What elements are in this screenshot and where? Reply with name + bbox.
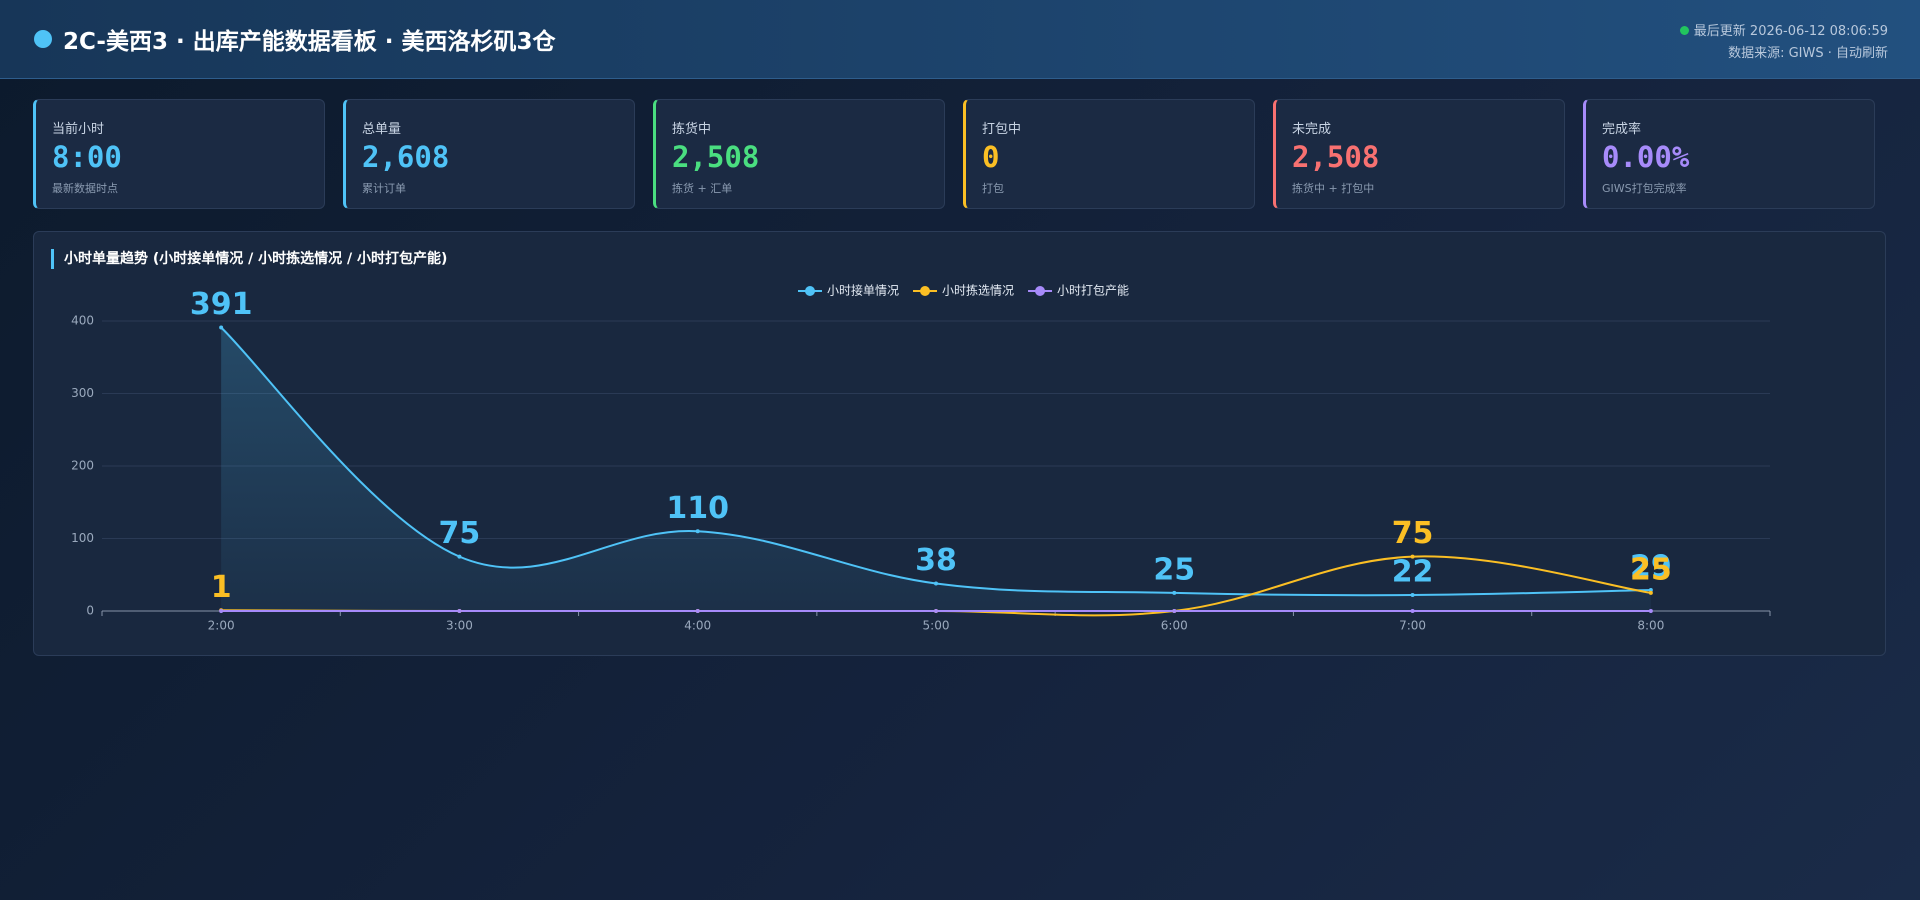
header: 2C-美西3 · 出库产能数据看板 · 美西洛杉矶3仓 最后更新 2026-06… — [0, 0, 1920, 79]
point — [1172, 609, 1177, 613]
card-value: 0 — [982, 140, 1000, 174]
card-label: 完成率 — [1602, 122, 1642, 137]
update-text: 最后更新 2026-06-12 08:06:59 — [1693, 24, 1888, 39]
card-sub: 累计订单 — [362, 182, 406, 195]
kpi-card: 打包中 0 打包 — [963, 99, 1255, 209]
point — [934, 581, 938, 586]
y-tick-label: 200 — [71, 459, 94, 473]
card-label: 打包中 — [982, 122, 1022, 137]
data-label: 75 — [1392, 516, 1434, 551]
data-label: 75 — [439, 516, 481, 551]
point — [219, 609, 224, 613]
title-accent — [51, 249, 54, 269]
x-tick-label: 5:00 — [923, 619, 950, 633]
data-label: 29 — [1630, 549, 1672, 584]
legend: 小时接单情况 小时拣选情况 小时打包产能 — [798, 283, 1129, 298]
card-sub: 最新数据时点 — [52, 182, 118, 195]
point — [695, 529, 700, 534]
data-label: 22 — [1392, 555, 1434, 590]
update-info: 最后更新 2026-06-12 08:06:59 — [1679, 20, 1888, 39]
point — [1410, 609, 1415, 613]
page-title: 2C-美西3 · 出库产能数据看板 · 美西洛杉矶3仓 — [63, 29, 556, 55]
point — [1648, 609, 1653, 613]
y-tick-label: 0 — [86, 604, 94, 618]
legend-label: 小时拣选情况 — [942, 283, 1014, 298]
chart: 小时单量趋势 (小时接单情况 / 小时拣选情况 / 小时打包产能) 0 100 20… — [51, 249, 1771, 633]
data-label: 25 — [1630, 552, 1672, 587]
x-tick-label: 3:00 — [446, 619, 473, 633]
x-tick-label: 7:00 — [1399, 619, 1426, 633]
kpi-card: 拣货中 2,508 拣货 + 汇单 — [653, 99, 945, 209]
chart-panel: 小时单量趋势 (小时接单情况 / 小时拣选情况 / 小时打包产能) 0 100 20… — [33, 231, 1886, 656]
data-label: 391 — [190, 287, 253, 322]
legend-label: 小时接单情况 — [827, 283, 899, 298]
legend-label: 小时打包产能 — [1057, 284, 1129, 298]
card-label: 未完成 — [1292, 122, 1332, 137]
point — [1410, 593, 1415, 598]
data-label: 25 — [1153, 552, 1195, 587]
y-tick-label: 300 — [71, 386, 94, 400]
kpi-card: 完成率 0.00% GIWS打包完成率 — [1583, 99, 1875, 209]
status-dot — [34, 30, 52, 48]
card-sub: 拣货 + 汇单 — [672, 182, 733, 195]
data-label: 110 — [666, 491, 729, 526]
card-value: 2,608 — [362, 140, 450, 174]
card-value: 2,508 — [672, 140, 760, 174]
area — [221, 327, 1651, 611]
y-tick-label: 400 — [71, 314, 94, 328]
card-value: 2,508 — [1292, 140, 1380, 174]
legend-dot — [1035, 286, 1046, 296]
card-sub: 拣货中 + 打包中 — [1292, 182, 1375, 195]
x-tick-label: 8:00 — [1637, 619, 1664, 633]
card-label: 当前小时 — [52, 122, 105, 137]
point — [695, 609, 700, 613]
card-value: 0.00% — [1602, 140, 1690, 174]
source-info: 数据来源: GIWS · 自动刷新 — [1728, 46, 1888, 61]
card-label: 总单量 — [362, 122, 402, 137]
point — [1410, 554, 1415, 559]
point — [1648, 587, 1653, 592]
data-label: 38 — [915, 543, 957, 578]
kpi-card: 当前小时 8:00 最新数据时点 — [33, 99, 325, 209]
point — [934, 609, 938, 613]
x-tick-label: 4:00 — [684, 619, 711, 633]
x-tick-label: 6:00 — [1161, 619, 1188, 633]
data-label: 1 — [211, 570, 232, 605]
kpi-card: 总单量 2,608 累计订单 — [343, 99, 635, 209]
y-tick-label: 100 — [71, 531, 94, 545]
card-sub: GIWS打包完成率 — [1602, 182, 1687, 195]
point — [457, 609, 462, 613]
legend-dot — [920, 286, 931, 296]
card-sub: 打包 — [982, 182, 1004, 195]
point — [219, 325, 224, 330]
point — [457, 554, 462, 559]
card-label: 拣货中 — [672, 122, 712, 137]
chart-title: 小时单量趋势 (小时接单情况 / 小时拣选情况 / 小时打包产能) — [64, 250, 447, 267]
x-tick-label: 2:00 — [208, 619, 235, 633]
kpi-card: 未完成 2,508 拣货中 + 打包中 — [1273, 99, 1565, 209]
kpi-cards: 当前小时 8:00 最新数据时点 总单量 2,608 累计订单 拣货中 2,508 拣货 + 汇… — [33, 99, 1875, 209]
point — [1648, 590, 1653, 595]
legend-dot — [805, 286, 815, 296]
card-value: 8:00 — [52, 140, 122, 174]
point — [1172, 590, 1177, 595]
